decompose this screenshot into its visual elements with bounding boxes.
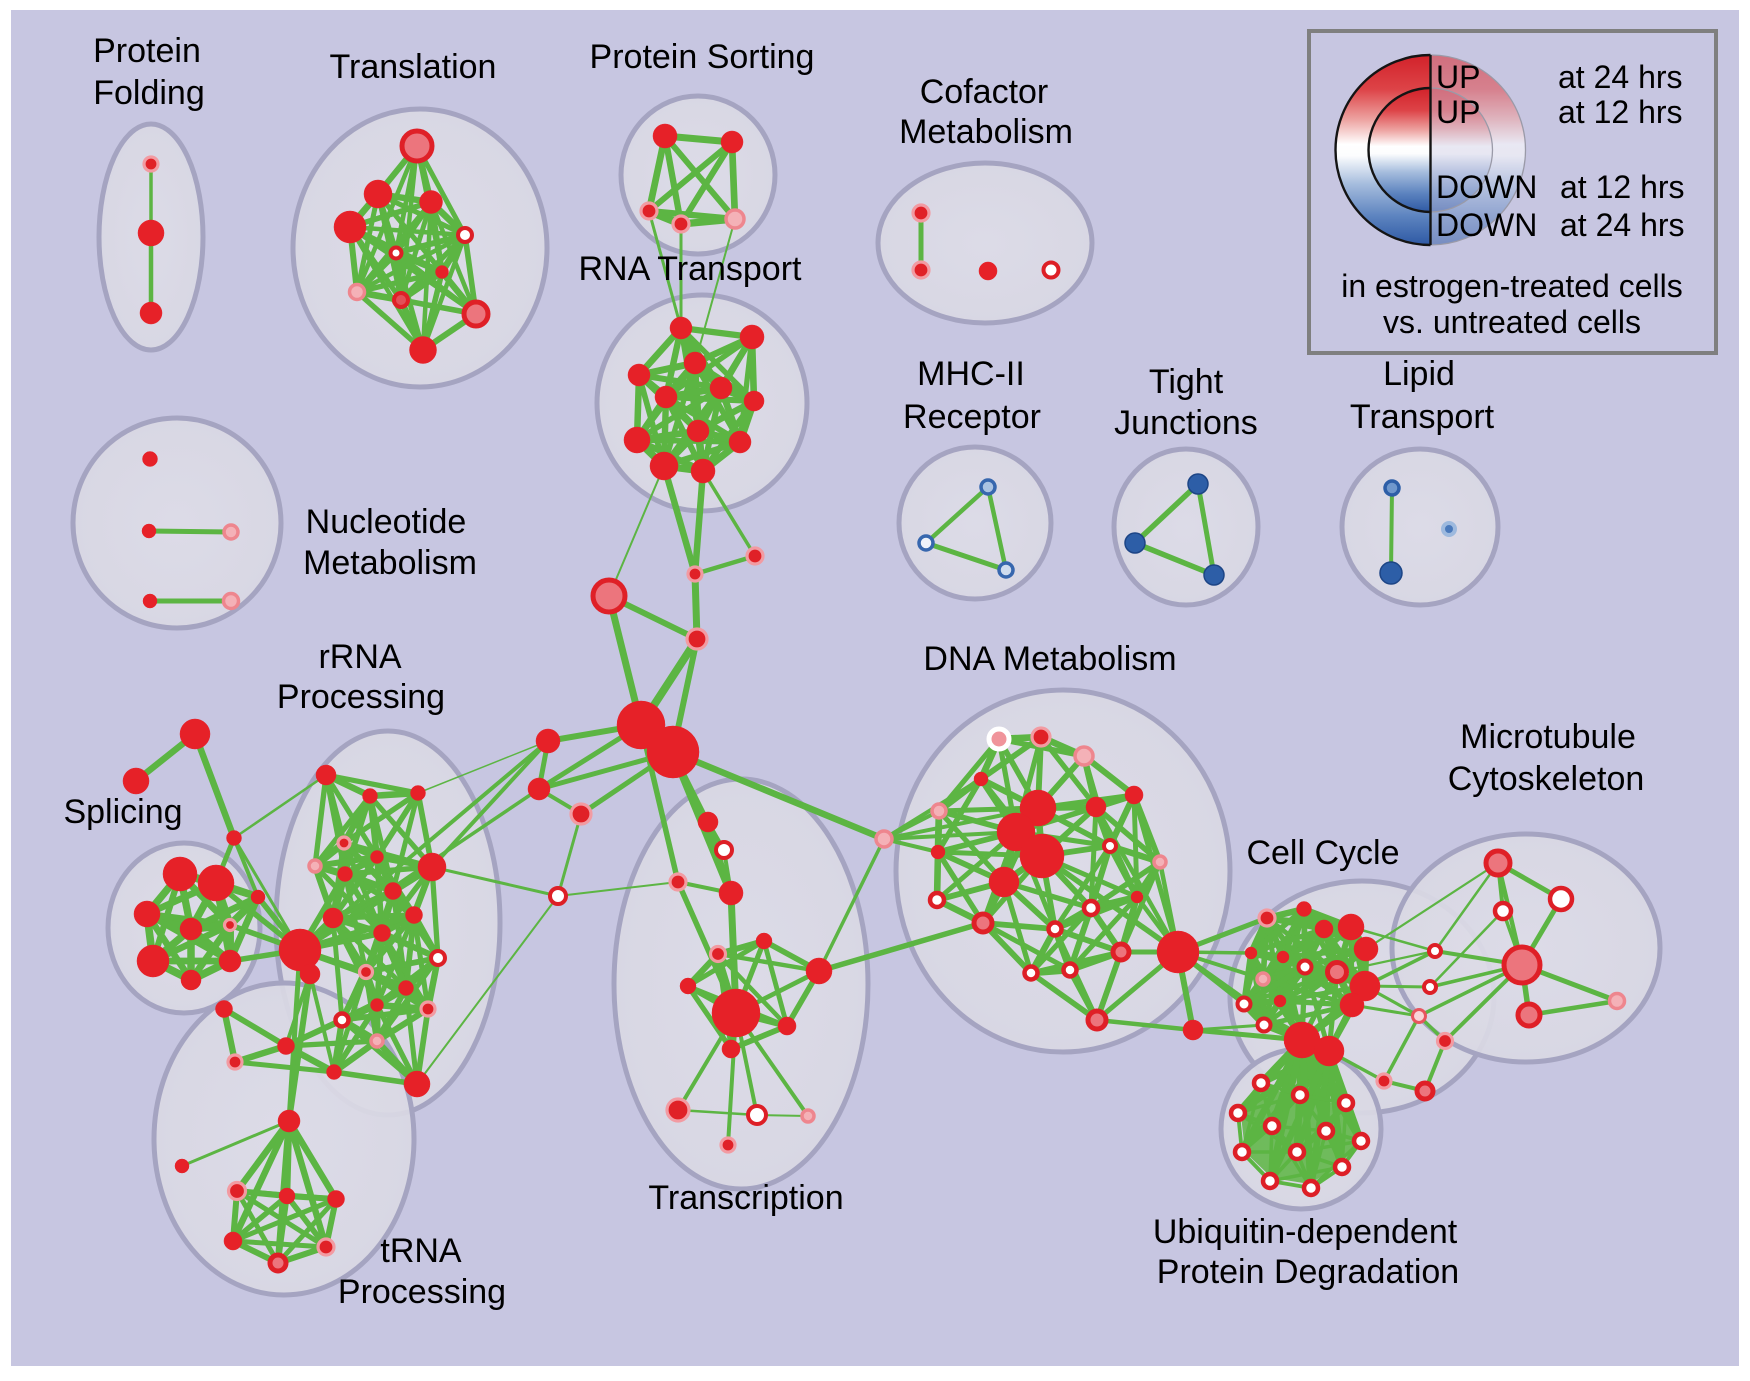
svg-text:Processing: Processing [277,678,445,716]
svg-text:Nucleotide: Nucleotide [306,503,467,541]
svg-text:tRNA: tRNA [380,1232,462,1270]
svg-text:DOWN: DOWN [1436,169,1537,205]
svg-text:Processing: Processing [338,1273,506,1311]
svg-text:at 24 hrs: at 24 hrs [1560,207,1685,243]
svg-text:Transcription: Transcription [648,1179,843,1217]
svg-text:UP: UP [1436,59,1480,95]
svg-text:Ubiquitin-dependent: Ubiquitin-dependent [1153,1213,1458,1251]
svg-text:RNA Transport: RNA Transport [579,250,803,288]
svg-text:Cell Cycle: Cell Cycle [1246,834,1399,872]
svg-text:Junctions: Junctions [1114,404,1258,442]
svg-text:at 12 hrs: at 12 hrs [1560,169,1685,205]
svg-text:in estrogen-treated cells: in estrogen-treated cells [1341,268,1683,304]
svg-text:Cytoskeleton: Cytoskeleton [1448,760,1645,798]
svg-text:Folding: Folding [93,74,205,112]
svg-text:DOWN: DOWN [1436,207,1537,243]
svg-text:Metabolism: Metabolism [899,113,1073,151]
svg-text:vs. untreated cells: vs. untreated cells [1383,304,1641,340]
svg-text:Translation: Translation [330,48,497,86]
svg-text:DNA Metabolism: DNA Metabolism [923,640,1176,678]
svg-text:Splicing: Splicing [63,793,182,831]
svg-text:Lipid: Lipid [1383,355,1455,393]
svg-text:UP: UP [1436,94,1480,130]
svg-text:Protein Degradation: Protein Degradation [1157,1253,1459,1291]
svg-text:at 24 hrs: at 24 hrs [1558,59,1683,95]
svg-text:Tight: Tight [1149,363,1224,401]
svg-text:Transport: Transport [1350,398,1495,436]
svg-text:Receptor: Receptor [903,398,1041,436]
svg-text:rRNA: rRNA [318,638,401,676]
svg-text:Protein Sorting: Protein Sorting [590,38,815,76]
svg-text:Cofactor: Cofactor [920,73,1049,111]
svg-text:at 12 hrs: at 12 hrs [1558,94,1683,130]
svg-text:Protein: Protein [93,32,201,70]
svg-text:Microtubule: Microtubule [1460,718,1636,756]
svg-text:MHC-II: MHC-II [917,355,1025,393]
svg-text:Metabolism: Metabolism [303,544,477,582]
